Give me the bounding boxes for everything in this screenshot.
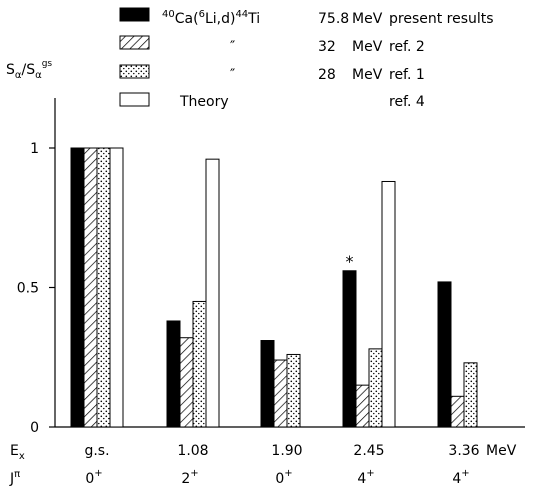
spin-label-0: 0+ bbox=[85, 468, 102, 487]
legend-energy-0: 75.8 bbox=[318, 11, 349, 27]
legend-energy-1: 32 bbox=[318, 39, 336, 55]
legend-ref-2: ref. 1 bbox=[389, 67, 425, 83]
bar-hatch-1 bbox=[179, 337, 194, 428]
legend-swatch-hatch bbox=[119, 35, 150, 50]
bar-dots-0 bbox=[96, 147, 111, 428]
annotation-star-0: * bbox=[346, 252, 354, 271]
bar-solid-4 bbox=[437, 281, 452, 428]
x-category-label-3: 2.45 bbox=[353, 443, 384, 459]
y-tick-label-2: 1 bbox=[30, 141, 39, 157]
spin-label-1: 2+ bbox=[181, 468, 198, 487]
bar-dots-1 bbox=[192, 300, 207, 428]
x-category-label-4: 3.36 bbox=[448, 443, 479, 459]
y-ticks: 00.51 bbox=[17, 141, 55, 436]
legend-energy-2: 28 bbox=[318, 67, 336, 83]
legend-ref-0: present results bbox=[389, 11, 494, 27]
legend-unit-0: MeV bbox=[352, 11, 383, 27]
bar-dots-3 bbox=[368, 348, 383, 428]
spin-label-4: 4+ bbox=[452, 468, 469, 487]
y-tick-label-1: 0.5 bbox=[17, 281, 39, 297]
bar-open-3 bbox=[381, 180, 396, 428]
jpi-row-label: Jπ bbox=[9, 469, 20, 487]
bar-hatch-2 bbox=[273, 359, 288, 428]
bar-hatch-3 bbox=[355, 384, 370, 428]
legend-swatch-solid bbox=[119, 7, 150, 22]
x-category-labels: g.s. 1.08 1.90 2.45 3.36 bbox=[84, 443, 479, 459]
legend: 40Ca(6Li,d)44Ti 75.8 MeV present results… bbox=[119, 7, 494, 110]
x-category-label-2: 1.90 bbox=[271, 443, 302, 459]
bar-dots-4 bbox=[463, 362, 478, 428]
bars bbox=[70, 147, 478, 428]
bar-solid-3 bbox=[342, 270, 357, 428]
bar-solid-0 bbox=[70, 147, 85, 428]
bar-hatch-4 bbox=[450, 395, 465, 428]
x-category-label-1: 1.08 bbox=[177, 443, 208, 459]
spin-labels: 0+ 2+ 0+ 4+ 4+ bbox=[85, 468, 469, 487]
bar-dots-2 bbox=[286, 353, 301, 428]
y-tick-label-0: 0 bbox=[30, 420, 39, 436]
annotations: * bbox=[346, 252, 354, 271]
bar-open-0 bbox=[109, 147, 124, 428]
legend-ditto-1: ″ bbox=[230, 39, 235, 55]
legend-theory-label: Theory bbox=[179, 94, 229, 110]
bar-solid-1 bbox=[166, 320, 181, 428]
legend-ref-3: ref. 4 bbox=[389, 94, 425, 110]
spin-label-3: 4+ bbox=[357, 468, 374, 487]
spin-label-2: 0+ bbox=[275, 468, 292, 487]
legend-ditto-2: ″ bbox=[230, 67, 235, 83]
y-axis-label: Sα/Sαgs bbox=[6, 59, 52, 81]
x-category-label-0: g.s. bbox=[84, 443, 109, 459]
legend-unit-1: MeV bbox=[352, 39, 383, 55]
legend-unit-2: MeV bbox=[352, 67, 383, 83]
x-unit-label: MeV bbox=[486, 443, 517, 459]
bar-open-1 bbox=[205, 158, 220, 428]
bar-hatch-0 bbox=[83, 147, 98, 428]
bar-solid-2 bbox=[260, 340, 275, 428]
legend-swatch-dots bbox=[119, 64, 150, 79]
ex-row-label: Ex bbox=[10, 443, 25, 462]
legend-swatch-open bbox=[119, 92, 150, 107]
legend-reaction: 40Ca(6Li,d)44Ti bbox=[162, 9, 260, 27]
legend-ref-1: ref. 2 bbox=[389, 39, 425, 55]
